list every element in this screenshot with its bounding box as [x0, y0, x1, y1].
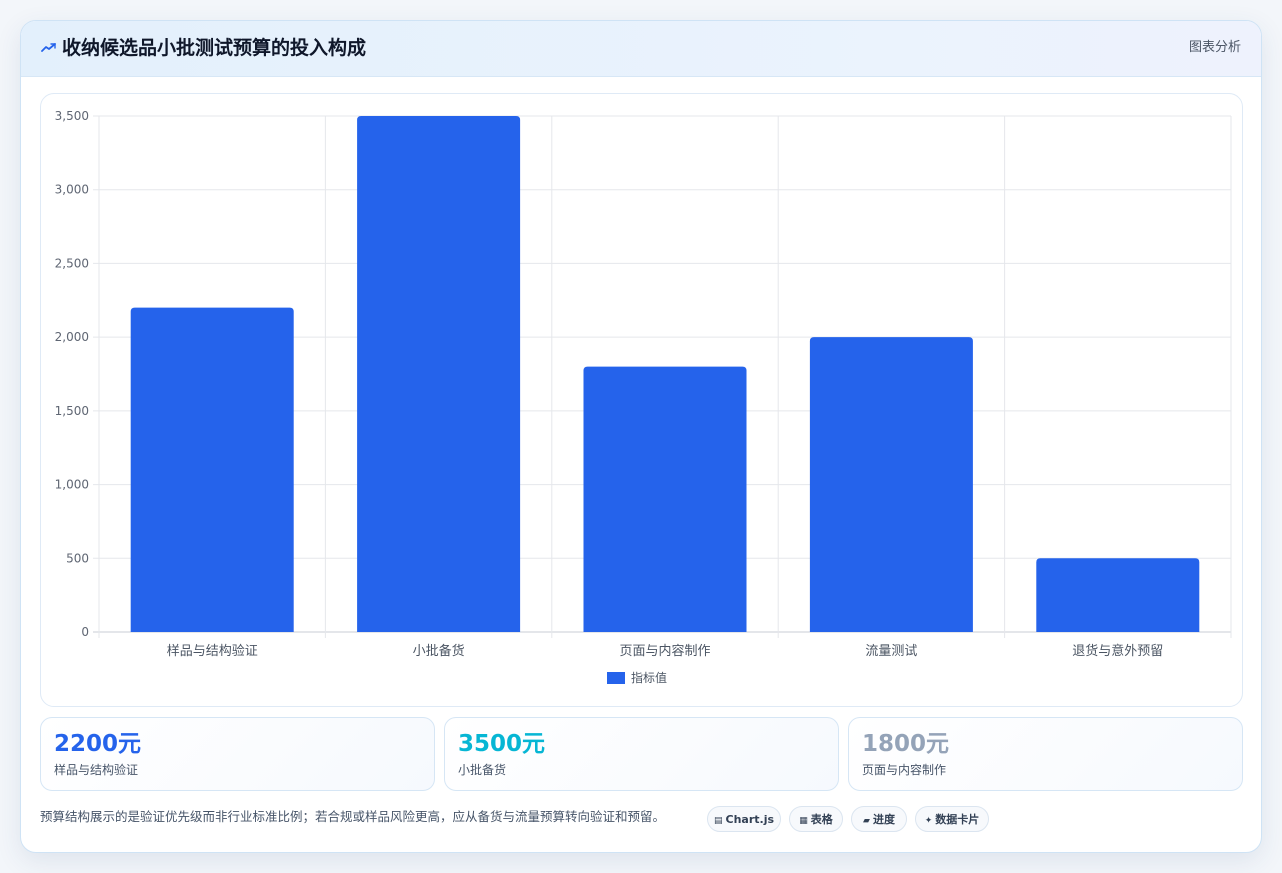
sparkle-icon: ✦ [924, 816, 933, 826]
bar [583, 366, 747, 632]
stat-value: 3500元 [458, 731, 546, 757]
card-header: 收纳候选品小批测试预算的投入构成 图表分析 [21, 21, 1261, 77]
progress-icon: ▰ [863, 816, 870, 826]
pill-label: 进度 [872, 813, 895, 826]
pill-table[interactable]: ▦ 表格 [789, 806, 843, 832]
x-tick-label: 退货与意外预留 [1072, 643, 1163, 659]
y-tick-label: 500 [66, 551, 89, 565]
x-tick-label: 流量测试 [865, 644, 917, 659]
pill-label: Chart.js [725, 813, 775, 826]
legend-label: 指标值 [631, 670, 667, 685]
pill-label: 数据卡片 [935, 813, 980, 826]
y-tick-label: 2,000 [55, 330, 89, 344]
pill-chartjs[interactable]: ▤ Chart.js [707, 806, 781, 832]
stat-card-content: 1800元 页面与内容制作 [848, 717, 1243, 791]
bar [130, 307, 294, 632]
y-tick-label: 1,500 [55, 404, 89, 418]
stat-label: 页面与内容制作 [862, 763, 947, 777]
stat-label: 小批备货 [458, 763, 507, 777]
stat-value: 1800元 [862, 731, 950, 757]
pill-datacard[interactable]: ✦ 数据卡片 [915, 806, 989, 832]
y-tick-label: 0 [81, 625, 89, 639]
y-tick-label: 1,000 [55, 478, 89, 492]
chart-panel: 0 500 1,000 1,500 2,000 2,500 3,000 3,500 样品与结构验… [40, 93, 1243, 707]
legend-swatch [607, 672, 625, 684]
chart-card: 收纳候选品小批测试预算的投入构成 图表分析 0 500 1,000 1,500 2,00… [20, 20, 1262, 853]
trend-line-icon [41, 43, 56, 52]
x-tick-label: 样品与结构验证 [167, 643, 258, 659]
stat-card-stock: 3500元 小批备货 [444, 717, 839, 791]
y-tick-label: 3,500 [55, 109, 89, 123]
y-tick-label: 3,000 [55, 183, 89, 197]
bar [809, 337, 973, 632]
stat-label: 样品与结构验证 [54, 763, 139, 777]
chart-type-tag: 图表分析 [1188, 40, 1241, 55]
footnote: 预算结构展示的是验证优先级而非行业标准比例；若合规或样品风险更高，应从备货与流量… [40, 809, 666, 824]
bar-chart: 0 500 1,000 1,500 2,000 2,500 3,000 3,500 样品与结构验… [55, 109, 1232, 685]
chart-title: 收纳候选品小批测试预算的投入构成 [62, 37, 367, 59]
pill-label: 表格 [810, 813, 833, 826]
bar [357, 116, 521, 632]
chart-icon: ▤ [713, 816, 723, 826]
y-tick-label: 2,500 [55, 256, 89, 270]
pill-progress[interactable]: ▰ 进度 [851, 806, 907, 832]
stat-card-sample: 2200元 样品与结构验证 [40, 717, 435, 791]
bar [1036, 558, 1200, 632]
x-tick-label: 页面与内容制作 [619, 643, 710, 659]
table-icon: ▦ [799, 816, 808, 826]
stat-value: 2200元 [54, 731, 142, 757]
x-tick-label: 小批备货 [413, 643, 465, 659]
